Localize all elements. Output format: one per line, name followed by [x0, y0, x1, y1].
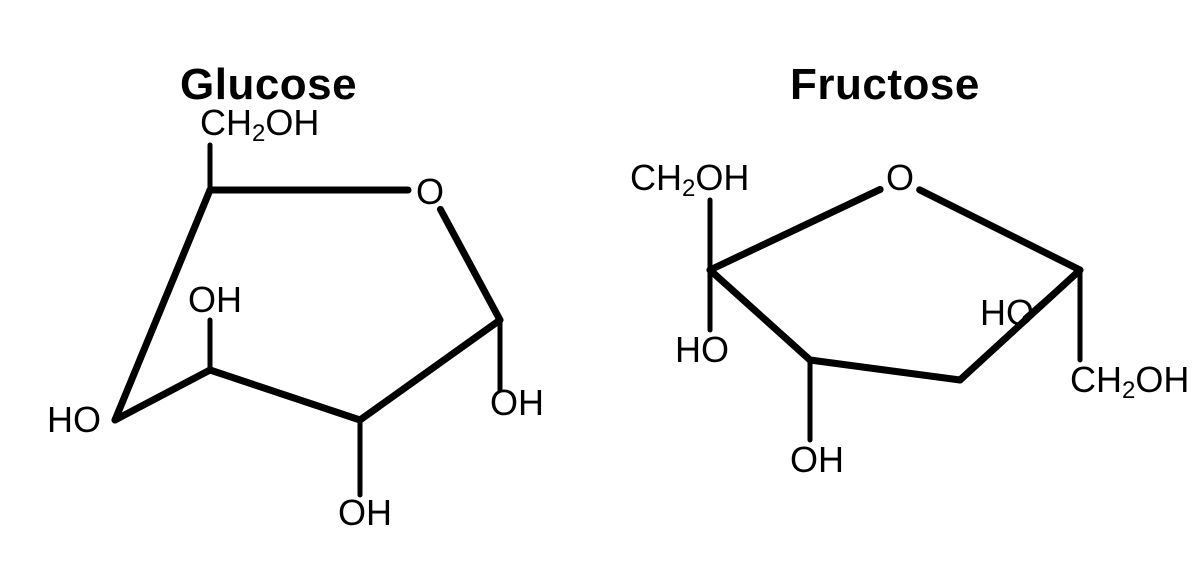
svg-text:CH2OH: CH2OH	[630, 157, 749, 202]
structure-svg: O CH2OH OH OH OH HO O CH2OH HO CH2OH HO OH	[0, 0, 1200, 580]
svg-text:OH: OH	[188, 279, 242, 320]
svg-text:HO: HO	[47, 399, 101, 440]
svg-text:OH: OH	[338, 492, 392, 533]
svg-text:OH: OH	[790, 439, 844, 480]
svg-text:O: O	[416, 171, 444, 212]
svg-text:O: O	[886, 157, 914, 198]
svg-text:HO: HO	[675, 329, 729, 370]
diagram-canvas: Glucose Fructose OCH2OHOHOHOHHOOCH2OHHOC…	[0, 0, 1200, 580]
svg-text:HO: HO	[980, 292, 1034, 333]
svg-text:OH: OH	[490, 382, 544, 423]
svg-text:CH2OH: CH2OH	[200, 102, 319, 147]
svg-text:CH2OH: CH2OH	[1070, 359, 1189, 404]
